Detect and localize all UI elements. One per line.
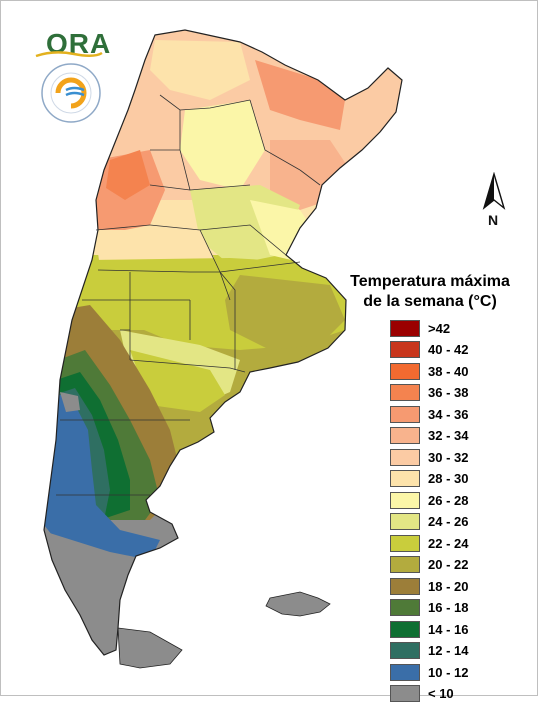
legend-item: 34 - 36 <box>390 404 468 424</box>
legend-item: 36 - 38 <box>390 383 468 403</box>
tierra-del-fuego <box>117 627 183 669</box>
legend: Temperatura máxima de la semana (°C) >42… <box>330 272 530 702</box>
legend-swatch <box>390 427 420 444</box>
legend-title: Temperatura máxima de la semana (°C) <box>330 272 530 312</box>
legend-label: 18 - 20 <box>428 578 469 594</box>
legend-label: 10 - 12 <box>428 664 469 680</box>
north-arrow: N <box>478 171 510 232</box>
legend-item: 28 - 30 <box>390 469 468 489</box>
legend-swatch <box>390 341 420 358</box>
legend-label: 22 - 24 <box>428 535 469 551</box>
legend-item: 10 - 12 <box>390 662 468 682</box>
legend-label: < 10 <box>428 686 454 701</box>
legend-swatch <box>390 384 420 401</box>
smn-seal-icon <box>41 63 101 123</box>
legend-item: < 10 <box>390 684 454 704</box>
legend-swatch <box>390 405 420 423</box>
legend-swatch <box>390 577 420 595</box>
legend-item: 40 - 42 <box>390 340 468 360</box>
legend-swatch <box>390 620 420 638</box>
legend-label: 26 - 28 <box>428 492 469 508</box>
legend-swatch <box>390 685 420 702</box>
legend-item: 14 - 16 <box>390 619 468 639</box>
legend-label: >42 <box>428 320 451 336</box>
legend-swatch <box>390 491 420 509</box>
legend-title-line1: Temperatura máxima <box>350 273 510 290</box>
legend-item: 22 - 24 <box>390 533 468 553</box>
legend-title-line2: de la semana (°C) <box>363 293 497 310</box>
ora-logo: ORA <box>34 28 110 62</box>
legend-swatch <box>390 470 420 487</box>
legend-label: 34 - 36 <box>428 406 469 422</box>
legend-item: 26 - 28 <box>390 490 468 510</box>
legend-item: 24 - 26 <box>390 512 468 532</box>
legend-item: 12 - 14 <box>390 641 468 661</box>
legend-item: 38 - 40 <box>390 361 468 381</box>
legend-item: 16 - 18 <box>390 598 468 618</box>
legend-label: 14 - 16 <box>428 621 469 637</box>
legend-label: 30 - 32 <box>428 449 469 465</box>
legend-label: 38 - 40 <box>428 363 469 379</box>
legend-label: 24 - 26 <box>428 514 469 529</box>
legend-swatch <box>390 663 420 681</box>
legend-label: 32 - 34 <box>428 428 469 443</box>
legend-item: 20 - 22 <box>390 555 468 575</box>
legend-swatch <box>390 599 420 616</box>
legend-swatch <box>390 448 420 466</box>
legend-swatch <box>390 642 420 659</box>
legend-item: 30 - 32 <box>390 447 468 467</box>
legend-swatch <box>390 319 420 337</box>
legend-label: 36 - 38 <box>428 385 469 400</box>
north-label: N <box>488 212 499 228</box>
islas-malvinas <box>265 591 331 617</box>
legend-label: 16 - 18 <box>428 600 469 615</box>
legend-label: 28 - 30 <box>428 471 469 486</box>
legend-swatch <box>390 362 420 380</box>
north-arrow-icon <box>482 171 506 210</box>
legend-label: 12 - 14 <box>428 643 469 658</box>
legend-label: 40 - 42 <box>428 342 469 357</box>
legend-item: 32 - 34 <box>390 426 468 446</box>
legend-swatch <box>390 513 420 530</box>
legend-swatch <box>390 556 420 573</box>
swoosh-icon <box>35 51 103 58</box>
legend-item: >42 <box>390 318 450 338</box>
legend-label: 20 - 22 <box>428 557 469 572</box>
legend-item: 18 - 20 <box>390 576 468 596</box>
legend-swatch <box>390 534 420 552</box>
